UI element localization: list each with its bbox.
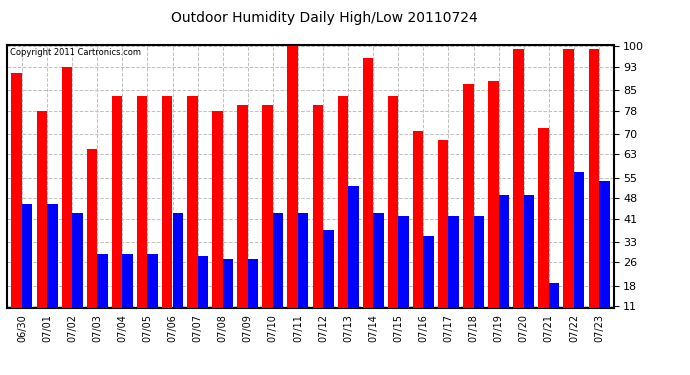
- Bar: [61, 67, 72, 338]
- Bar: [448, 216, 459, 338]
- Bar: [288, 46, 298, 338]
- Bar: [388, 96, 398, 338]
- Text: Copyright 2011 Cartronics.com: Copyright 2011 Cartronics.com: [10, 48, 141, 57]
- Bar: [87, 148, 97, 338]
- Bar: [589, 50, 599, 338]
- Bar: [549, 283, 560, 338]
- Bar: [488, 81, 499, 338]
- Text: Outdoor Humidity Daily High/Low 20110724: Outdoor Humidity Daily High/Low 20110724: [171, 11, 477, 25]
- Bar: [499, 195, 509, 338]
- Bar: [564, 50, 574, 338]
- Bar: [22, 204, 32, 338]
- Bar: [148, 254, 158, 338]
- Bar: [187, 96, 197, 338]
- Bar: [463, 84, 473, 338]
- Bar: [72, 213, 83, 338]
- Bar: [373, 213, 384, 338]
- Bar: [212, 111, 223, 338]
- Bar: [323, 230, 333, 338]
- Bar: [248, 260, 258, 338]
- Bar: [538, 128, 549, 338]
- Bar: [273, 213, 284, 338]
- Bar: [599, 181, 609, 338]
- Bar: [97, 254, 108, 338]
- Bar: [162, 96, 172, 338]
- Bar: [262, 105, 273, 338]
- Bar: [223, 260, 233, 338]
- Bar: [413, 131, 424, 338]
- Bar: [313, 105, 323, 338]
- Bar: [574, 172, 584, 338]
- Bar: [197, 256, 208, 338]
- Bar: [37, 111, 47, 338]
- Bar: [363, 58, 373, 338]
- Bar: [237, 105, 248, 338]
- Bar: [424, 236, 434, 338]
- Bar: [298, 213, 308, 338]
- Bar: [524, 195, 534, 338]
- Bar: [398, 216, 409, 338]
- Bar: [12, 73, 22, 338]
- Bar: [438, 140, 449, 338]
- Bar: [122, 254, 133, 338]
- Bar: [47, 204, 57, 338]
- Bar: [513, 50, 524, 338]
- Bar: [473, 216, 484, 338]
- Bar: [112, 96, 122, 338]
- Bar: [172, 213, 183, 338]
- Bar: [348, 186, 359, 338]
- Bar: [137, 96, 148, 338]
- Bar: [337, 96, 348, 338]
